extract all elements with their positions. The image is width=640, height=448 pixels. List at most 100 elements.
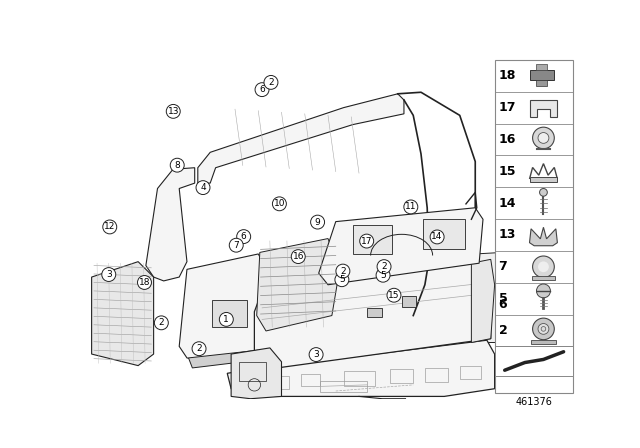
Circle shape bbox=[309, 348, 323, 362]
Bar bbox=[402, 296, 415, 307]
Circle shape bbox=[170, 158, 184, 172]
Text: 461376: 461376 bbox=[516, 397, 552, 407]
Text: 15: 15 bbox=[499, 165, 516, 178]
Text: 8: 8 bbox=[174, 161, 180, 170]
Circle shape bbox=[196, 181, 210, 194]
Circle shape bbox=[220, 312, 234, 326]
Polygon shape bbox=[476, 252, 506, 343]
Polygon shape bbox=[257, 238, 340, 331]
Circle shape bbox=[138, 276, 152, 289]
Polygon shape bbox=[472, 259, 495, 343]
Text: 7: 7 bbox=[499, 260, 508, 273]
Circle shape bbox=[237, 230, 251, 244]
Circle shape bbox=[541, 327, 546, 331]
Bar bbox=[212, 300, 246, 327]
Circle shape bbox=[538, 323, 549, 334]
Bar bbox=[529, 177, 557, 182]
Text: 4: 4 bbox=[200, 183, 206, 192]
Text: 2: 2 bbox=[268, 78, 274, 87]
Circle shape bbox=[229, 238, 243, 252]
Text: 18: 18 bbox=[499, 69, 516, 82]
Circle shape bbox=[404, 200, 418, 214]
Text: 2: 2 bbox=[499, 324, 508, 337]
Text: 12: 12 bbox=[104, 222, 115, 232]
Polygon shape bbox=[529, 227, 557, 246]
Circle shape bbox=[540, 189, 547, 196]
Circle shape bbox=[360, 234, 374, 248]
Bar bbox=[425, 368, 448, 382]
Text: 10: 10 bbox=[274, 199, 285, 208]
Polygon shape bbox=[198, 94, 404, 183]
Text: 5: 5 bbox=[339, 275, 345, 284]
Text: 7: 7 bbox=[234, 241, 239, 250]
Text: 2: 2 bbox=[340, 267, 346, 276]
Bar bbox=[367, 308, 382, 317]
Bar bbox=[390, 370, 413, 383]
Text: 2: 2 bbox=[381, 262, 387, 271]
Circle shape bbox=[538, 261, 549, 272]
Bar bbox=[422, 220, 465, 249]
Text: 5: 5 bbox=[380, 271, 386, 280]
Bar bbox=[495, 346, 573, 375]
Text: 13: 13 bbox=[499, 228, 516, 241]
Text: 6: 6 bbox=[241, 232, 246, 241]
Bar bbox=[239, 362, 266, 381]
Text: 9: 9 bbox=[315, 218, 321, 227]
Circle shape bbox=[430, 230, 444, 244]
Circle shape bbox=[102, 267, 116, 281]
Polygon shape bbox=[227, 340, 495, 396]
Bar bbox=[320, 381, 367, 392]
Bar bbox=[301, 374, 320, 386]
Text: 1: 1 bbox=[223, 315, 229, 324]
Circle shape bbox=[166, 104, 180, 118]
Circle shape bbox=[103, 220, 116, 234]
Circle shape bbox=[335, 273, 349, 287]
Circle shape bbox=[377, 260, 391, 274]
Text: 16: 16 bbox=[499, 133, 516, 146]
Text: 15: 15 bbox=[388, 291, 400, 300]
Circle shape bbox=[255, 83, 269, 97]
Text: 2: 2 bbox=[159, 319, 164, 327]
Text: 3: 3 bbox=[313, 350, 319, 359]
Circle shape bbox=[273, 197, 286, 211]
Bar bbox=[460, 366, 481, 379]
Polygon shape bbox=[319, 208, 483, 285]
Circle shape bbox=[532, 256, 554, 278]
Bar bbox=[344, 371, 374, 386]
Circle shape bbox=[192, 342, 206, 356]
Circle shape bbox=[532, 318, 554, 340]
Bar bbox=[536, 81, 547, 86]
Circle shape bbox=[387, 289, 401, 302]
Circle shape bbox=[376, 268, 390, 282]
Circle shape bbox=[154, 316, 168, 330]
Bar bbox=[353, 225, 392, 254]
Circle shape bbox=[310, 215, 324, 229]
Bar bbox=[495, 60, 573, 392]
Text: 13: 13 bbox=[168, 107, 179, 116]
Bar bbox=[531, 340, 556, 345]
Text: 11: 11 bbox=[405, 202, 417, 211]
Circle shape bbox=[264, 75, 278, 89]
Text: 18: 18 bbox=[139, 278, 150, 287]
Text: 6: 6 bbox=[499, 298, 507, 311]
Polygon shape bbox=[189, 350, 262, 368]
Text: 17: 17 bbox=[499, 101, 516, 114]
Text: 5: 5 bbox=[499, 292, 508, 305]
Polygon shape bbox=[254, 263, 491, 370]
Bar bbox=[536, 64, 547, 70]
Circle shape bbox=[336, 264, 350, 278]
Polygon shape bbox=[92, 262, 154, 366]
Polygon shape bbox=[231, 348, 282, 399]
Polygon shape bbox=[179, 254, 278, 362]
Circle shape bbox=[538, 133, 549, 143]
Text: 17: 17 bbox=[361, 237, 372, 246]
Text: 14: 14 bbox=[499, 197, 516, 210]
Text: 2: 2 bbox=[196, 344, 202, 353]
Polygon shape bbox=[529, 100, 557, 117]
Bar bbox=[266, 375, 289, 389]
Bar bbox=[532, 276, 555, 280]
Circle shape bbox=[532, 127, 554, 149]
Text: 14: 14 bbox=[431, 233, 443, 241]
Text: 16: 16 bbox=[292, 252, 304, 261]
Circle shape bbox=[536, 284, 550, 298]
